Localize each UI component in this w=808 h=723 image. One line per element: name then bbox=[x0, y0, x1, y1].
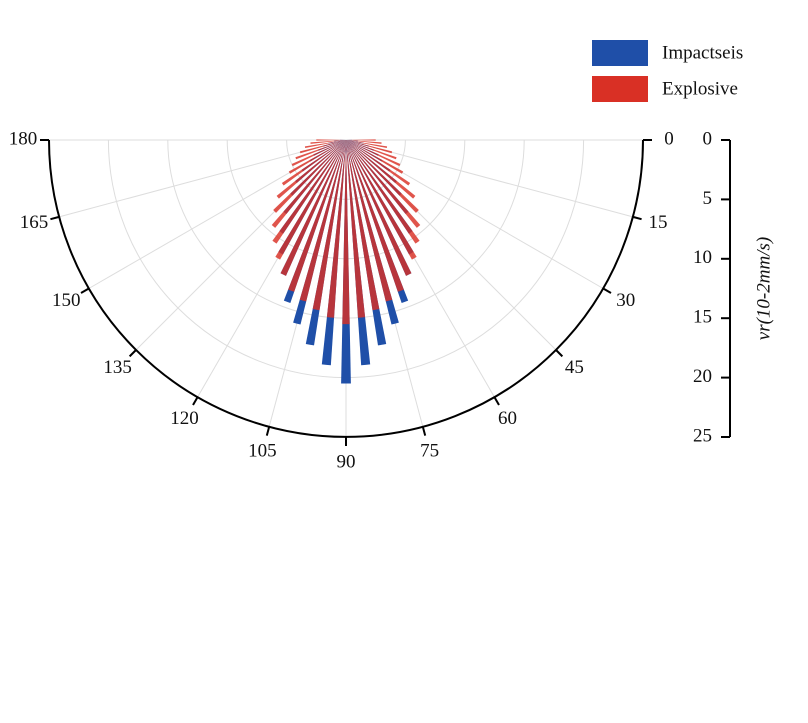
angle-tick-label: 165 bbox=[20, 212, 49, 233]
angle-tick-label: 45 bbox=[565, 357, 584, 378]
radial-tick-label: 0 bbox=[703, 128, 713, 149]
legend-swatch bbox=[592, 40, 648, 66]
angle-tick-label: 105 bbox=[248, 440, 277, 461]
angle-tick-label: 60 bbox=[498, 408, 517, 429]
angle-tick bbox=[81, 289, 89, 294]
radial-tick-label: 25 bbox=[693, 425, 712, 446]
angle-tick bbox=[633, 217, 642, 219]
legend-swatch bbox=[592, 76, 648, 102]
angle-tick bbox=[423, 427, 425, 436]
angle-tick bbox=[267, 427, 269, 436]
angle-tick-label: 15 bbox=[648, 212, 667, 233]
legend-label: Impactseis bbox=[662, 42, 743, 63]
angle-tick bbox=[495, 397, 500, 405]
angle-tick-label: 75 bbox=[420, 440, 439, 461]
radial-tick-label: 15 bbox=[693, 307, 712, 328]
radial-axis-label: vr(10-2mm/s) bbox=[753, 237, 774, 340]
legend-label: Explosive bbox=[662, 78, 738, 99]
radial-tick-label: 5 bbox=[703, 188, 713, 209]
angle-tick bbox=[130, 350, 136, 356]
angle-tick-label: 120 bbox=[170, 408, 199, 429]
angle-tick-label: 180 bbox=[9, 128, 38, 149]
radial-tick-label: 20 bbox=[693, 366, 712, 387]
angle-tick bbox=[556, 350, 562, 356]
angle-tick-label: 0 bbox=[664, 128, 674, 149]
angle-tick-label: 30 bbox=[616, 290, 635, 311]
angle-tick bbox=[50, 217, 59, 219]
bar bbox=[313, 140, 346, 310]
angle-tick bbox=[193, 397, 198, 405]
angle-tick bbox=[603, 289, 611, 294]
angle-tick-label: 150 bbox=[52, 290, 81, 311]
angle-tick-label: 90 bbox=[337, 451, 356, 472]
radial-tick-label: 10 bbox=[693, 247, 712, 268]
bar bbox=[346, 140, 379, 310]
angle-tick-label: 135 bbox=[103, 357, 132, 378]
